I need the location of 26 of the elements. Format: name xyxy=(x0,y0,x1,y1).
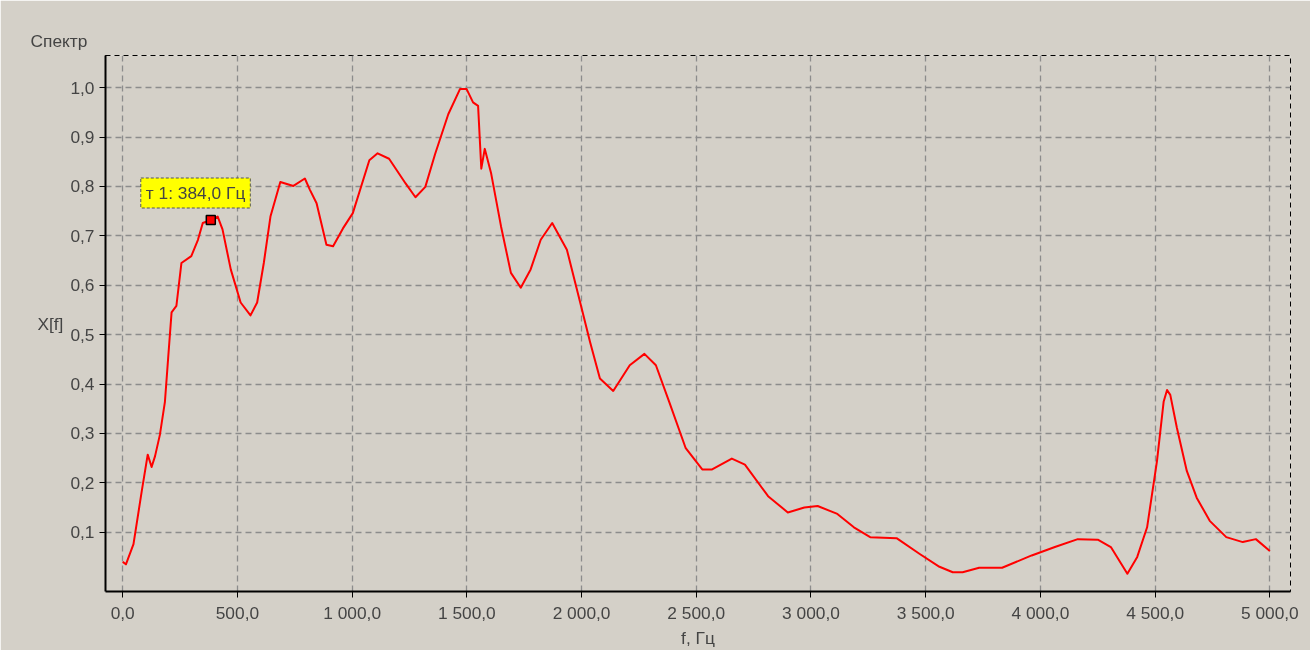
y-tick-label: 0,2 xyxy=(70,472,95,493)
x-tick-label: 4 000,0 xyxy=(1011,602,1070,623)
line-series xyxy=(121,88,1271,575)
y-tick-label: 0,1 xyxy=(70,522,95,543)
x-tick-label: 1 000,0 xyxy=(323,602,382,623)
x-tick-label: 500,0 xyxy=(215,602,260,623)
y-tick-label: 1,0 xyxy=(70,77,95,98)
y-tick-label: 0,6 xyxy=(70,275,95,296)
x-tick-label: 0,0 xyxy=(110,602,135,623)
x-tick-label: 3 000,0 xyxy=(782,602,840,623)
y-tick-label: 0,4 xyxy=(70,374,95,395)
annotation: т 1: 384,0 Гц xyxy=(145,183,246,204)
x-tick-label: 1 500,0 xyxy=(437,602,496,623)
x-tick-label: 4 500,0 xyxy=(1126,602,1185,623)
y-tick-label: 0,5 xyxy=(70,324,95,345)
y-tick-label: 0,9 xyxy=(70,127,95,148)
x-tick-label: 2 000,0 xyxy=(552,602,611,623)
x-tick-label: 2 500,0 xyxy=(667,602,726,623)
x-tick-label: 3 500,0 xyxy=(896,602,955,623)
x-tick-label: 5 000,0 xyxy=(1240,602,1299,623)
y-tick-label: 0,3 xyxy=(70,423,95,444)
y-tick-label: 0,7 xyxy=(70,225,95,246)
chart-title: Спектр xyxy=(30,30,88,51)
x-axis-title: f, Гц xyxy=(681,627,715,648)
y-axis-title: X[f] xyxy=(37,313,64,334)
y-tick-label: 0,8 xyxy=(70,176,95,197)
